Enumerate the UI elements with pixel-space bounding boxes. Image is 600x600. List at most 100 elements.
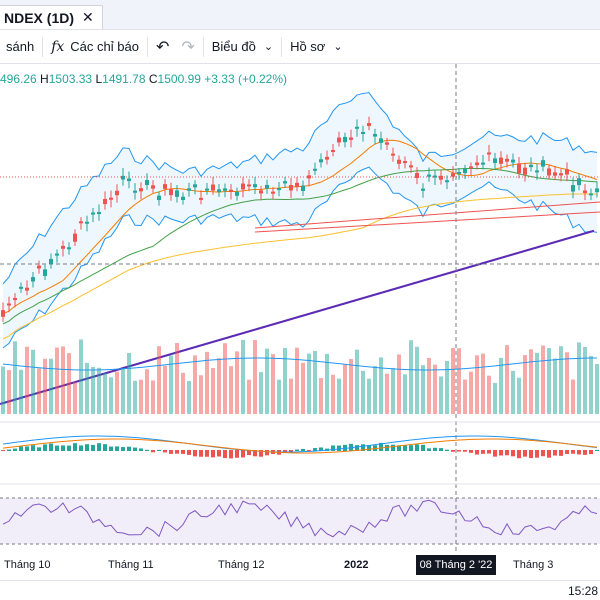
macd-histogram-bar: [55, 445, 59, 451]
time-axis[interactable]: Tháng 10 Tháng 11 Tháng 12 2022 Tháng 3: [0, 552, 600, 578]
top-tabbar: NDEX (1D) ✕: [0, 0, 600, 30]
crosshair-date-label: 08 Tháng 2 '22: [416, 555, 496, 575]
volume-bar: [229, 366, 233, 414]
redo-button[interactable]: ↷: [175, 30, 200, 63]
macd-histogram-bar: [79, 445, 83, 451]
candle: [337, 137, 341, 143]
macd-histogram-bar: [1, 450, 5, 452]
macd-histogram-bar: [85, 444, 89, 451]
volume-bar: [193, 355, 197, 414]
volume-bar: [49, 358, 53, 414]
bottom-bar: 15:28: [0, 580, 600, 600]
indicators-button[interactable]: fx Các chỉ báo: [45, 30, 145, 63]
candle: [367, 123, 371, 126]
volume-bar: [109, 377, 113, 414]
candle: [13, 297, 17, 301]
volume-bar: [313, 351, 317, 414]
candle: [19, 286, 23, 289]
volume-bar: [421, 365, 425, 414]
candle: [145, 179, 149, 186]
volume-bar: [373, 366, 377, 414]
candle: [529, 164, 533, 168]
volume-bar: [1, 366, 5, 414]
profile-button[interactable]: Hồ sơ ⌄: [284, 30, 348, 63]
candle: [583, 190, 587, 194]
volume-bar: [541, 345, 545, 414]
candle: [307, 175, 311, 179]
chevron-down-icon: ⌄: [263, 41, 274, 53]
candle: [139, 188, 143, 192]
volume-bar: [187, 381, 191, 414]
volume-bar: [355, 349, 359, 414]
macd-histogram-bar: [145, 449, 149, 451]
volume-bar: [445, 361, 449, 414]
candle: [445, 180, 449, 183]
candle: [331, 149, 335, 152]
volume-bar: [169, 355, 173, 414]
candle: [283, 181, 287, 184]
macd-histogram-bar: [13, 448, 17, 451]
macd-histogram-bar: [133, 447, 137, 451]
macd-histogram-bar: [229, 450, 233, 459]
macd-histogram-bar: [19, 446, 23, 451]
candle: [175, 190, 179, 197]
macd-histogram-bar: [175, 450, 179, 454]
candle: [151, 185, 155, 189]
candle: [439, 175, 443, 180]
candle: [43, 269, 47, 276]
candle: [427, 174, 431, 177]
volume-bar: [37, 368, 41, 414]
macd-histogram-bar: [319, 447, 323, 451]
volume-bar: [31, 349, 35, 414]
volume-bar: [277, 379, 281, 414]
volume-bar: [367, 378, 371, 414]
candle: [187, 188, 191, 191]
candle: [277, 188, 281, 191]
candle: [469, 166, 473, 169]
macd-histogram-bar: [199, 450, 203, 457]
volume-bar: [343, 364, 347, 414]
macd-histogram-bar: [469, 450, 473, 453]
macd-histogram-bar: [247, 450, 251, 456]
candle: [313, 168, 317, 171]
macd-histogram-bar: [553, 450, 557, 456]
candle: [97, 212, 101, 215]
volume-bar: [271, 354, 275, 414]
macd-histogram-bar: [31, 445, 35, 451]
candle: [517, 163, 521, 174]
compare-button[interactable]: sánh: [0, 30, 40, 63]
time-axis-label: Tháng 10: [4, 559, 51, 571]
candle: [391, 153, 395, 156]
profile-label: Hồ sơ: [290, 39, 326, 54]
symbol-tab[interactable]: NDEX (1D) ✕: [0, 5, 103, 29]
macd-histogram-bar: [529, 450, 533, 459]
candle: [73, 233, 77, 242]
volume-bar: [223, 343, 227, 414]
macd-histogram-bar: [139, 448, 143, 451]
macd-histogram-bar: [121, 447, 125, 451]
volume-bar: [565, 352, 569, 414]
macd-histogram-bar: [583, 450, 587, 455]
undo-button[interactable]: ↶: [150, 30, 175, 63]
macd-histogram-bar: [475, 450, 479, 455]
toolbar-divider: [146, 36, 148, 57]
candle: [379, 138, 383, 143]
chart-type-label: Biểu đồ: [211, 39, 256, 54]
chart-type-button[interactable]: Biểu đồ ⌄: [206, 30, 279, 63]
volume-bar: [523, 355, 527, 414]
candle: [325, 156, 329, 160]
macd-histogram-bar: [571, 450, 575, 454]
symbol-tab-title: NDEX (1D): [4, 9, 75, 26]
candle: [25, 287, 29, 291]
price-chart[interactable]: [0, 64, 600, 552]
macd-histogram-bar: [355, 445, 359, 451]
macd-histogram-bar: [265, 450, 269, 456]
function-icon: fx: [51, 38, 65, 55]
candle: [487, 152, 491, 155]
volume-bar: [19, 369, 23, 414]
volume-bar: [325, 353, 329, 414]
macd-histogram-bar: [187, 450, 191, 455]
candle: [235, 191, 239, 196]
legend-close: 1500.99: [157, 72, 201, 86]
close-icon[interactable]: ✕: [82, 9, 94, 25]
